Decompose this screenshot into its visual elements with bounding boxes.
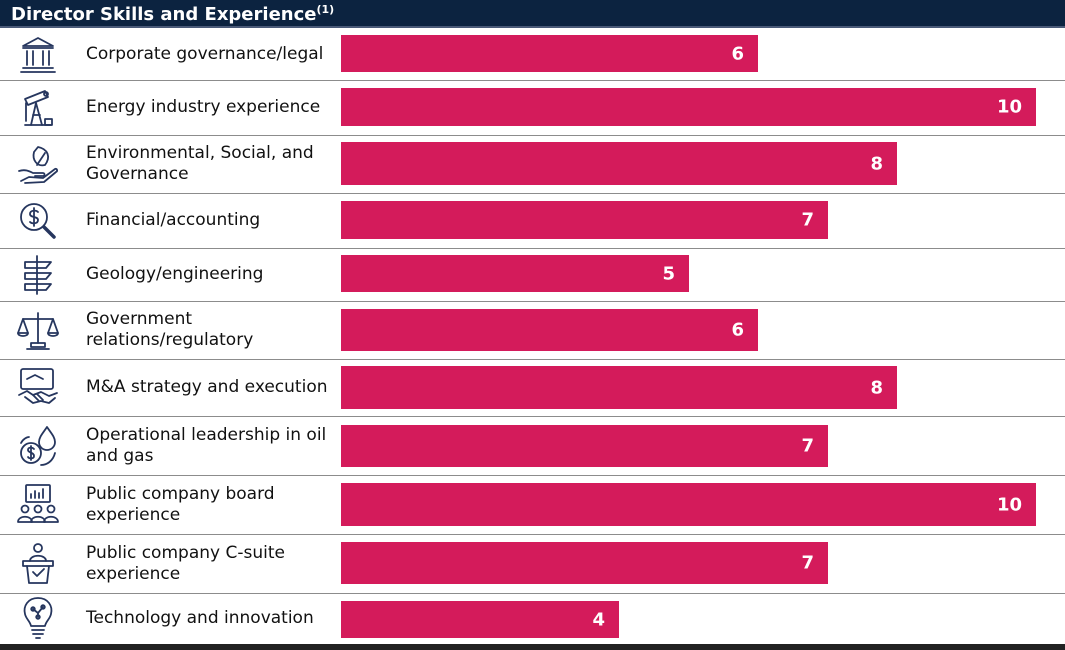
category-label: Public company board experience [86, 484, 275, 525]
category-label: Geology/engineering [86, 264, 264, 284]
value-label: 7 [801, 435, 814, 457]
handshake-icon [15, 365, 61, 411]
bar-row-environmental-social-and-governance: Environmental, Social, and Governance 8 [0, 136, 1065, 192]
geology-layers-icon [15, 252, 61, 298]
value-label: 6 [731, 43, 744, 64]
category-label: Energy industry experience [86, 97, 321, 117]
scales-icon [15, 307, 61, 353]
row-separator [0, 416, 1065, 417]
bar: 5 [341, 255, 689, 292]
bar: 6 [341, 309, 758, 351]
bar: 8 [341, 142, 897, 185]
oil-pump-icon [15, 85, 61, 131]
bar: 4 [341, 601, 619, 638]
bar-row-public-company-c-suite-experience: Public company C-suite experience 7 [0, 535, 1065, 592]
category-label: Operational leadership in oil and gas [86, 425, 327, 466]
bar-row-government-relations-regulatory: Government relations/regulatory 6 [0, 302, 1065, 358]
leaf-hand-icon [15, 141, 61, 187]
bar-row-corporate-governance-legal: Corporate governance/legal 6 [0, 30, 1065, 79]
chart-title: Director Skills and Experience(1) [11, 3, 335, 25]
bar-row-energy-industry-experience: Energy industry experience 10 [0, 81, 1065, 134]
row-separator [0, 193, 1065, 194]
bar-row-technology-and-innovation: Technology and innovation 4 [0, 594, 1065, 642]
value-label: 5 [662, 263, 675, 284]
value-label: 7 [801, 209, 814, 231]
row-separator [0, 135, 1065, 136]
row-separator [0, 301, 1065, 302]
value-label: 10 [996, 96, 1022, 118]
bar-row-operational-leadership-in-oil-and-gas: Operational leadership in oil and gas 7 [0, 417, 1065, 474]
row-separator [0, 248, 1065, 249]
board-meeting-icon [15, 482, 61, 528]
value-label: 8 [870, 377, 883, 398]
row-separator [0, 534, 1065, 535]
value-label: 8 [870, 153, 883, 174]
value-label: 4 [592, 609, 605, 630]
category-label: Public company C-suite experience [86, 543, 285, 584]
podium-speaker-icon [15, 541, 61, 587]
row-separator [0, 593, 1065, 594]
bar: 7 [341, 201, 828, 239]
value-label: 6 [731, 319, 744, 341]
category-label: Corporate governance/legal [86, 44, 324, 64]
bar: 8 [341, 366, 897, 409]
category-label: Environmental, Social, and Governance [86, 143, 314, 184]
row-separator [0, 359, 1065, 360]
dollar-magnifier-icon [15, 198, 61, 244]
bar-row-public-company-board-experience: Public company board experience 10 [0, 476, 1065, 533]
lightbulb-circuit-icon [15, 595, 61, 641]
category-label: Technology and innovation [86, 608, 314, 628]
bar: 7 [341, 425, 828, 467]
bottom-rule [0, 644, 1065, 650]
value-label: 7 [801, 552, 814, 574]
courthouse-icon [15, 32, 61, 78]
bar: 7 [341, 542, 828, 584]
bar-row-geology-engineering: Geology/engineering 5 [0, 249, 1065, 300]
bar-row-financial-accounting: Financial/accounting 7 [0, 194, 1065, 247]
chart-header: Director Skills and Experience(1) [0, 0, 1065, 28]
value-label: 10 [996, 494, 1022, 515]
category-label: M&A strategy and execution [86, 377, 328, 397]
oil-drop-coin-icon [15, 423, 61, 469]
row-separator [0, 80, 1065, 81]
bar: 6 [341, 35, 758, 72]
bar-row-m-a-strategy-and-execution: M&A strategy and execution 8 [0, 360, 1065, 415]
category-label: Government relations/regulatory [86, 309, 254, 350]
category-label: Financial/accounting [86, 210, 261, 230]
bar: 10 [341, 88, 1036, 126]
row-separator [0, 475, 1065, 476]
bar: 10 [341, 483, 1036, 526]
title-footnote: (1) [316, 3, 335, 16]
